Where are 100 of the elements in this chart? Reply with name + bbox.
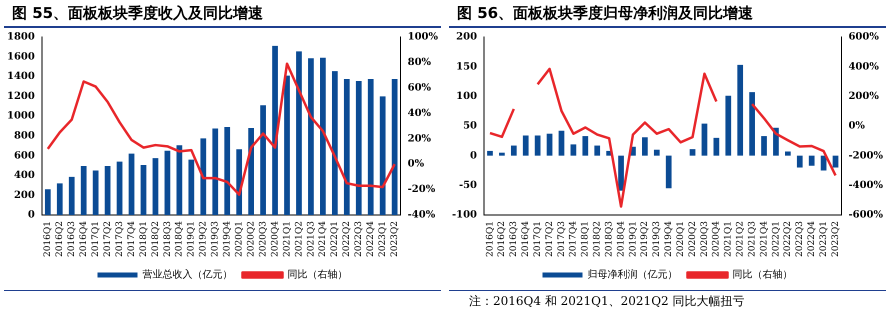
bar [594, 146, 600, 156]
x-tick-label: 2016Q4 [79, 220, 90, 258]
x-tick-label: 2018Q4 [174, 220, 185, 258]
bar [200, 138, 206, 215]
x-tick-label: 2020Q4 [712, 220, 722, 258]
x-tick-label: 2018Q3 [604, 220, 614, 258]
y2-tick-label: 400% [848, 61, 880, 72]
bar [749, 92, 755, 156]
x-tick-label: 2019Q2 [640, 220, 650, 258]
bar [272, 46, 278, 215]
bar [618, 156, 624, 191]
x-tick-label: 2018Q1 [138, 220, 149, 258]
y-tick-label: 200 [456, 32, 478, 43]
bar [499, 152, 505, 156]
bar [702, 124, 708, 156]
bar [558, 130, 564, 156]
y-tick-label: 0 [28, 210, 35, 221]
x-tick-label: 2023Q1 [818, 220, 829, 258]
y-tick-label: -50 [458, 180, 478, 191]
x-tick-label: 2019Q3 [210, 220, 221, 258]
y-tick-label: 150 [456, 61, 478, 72]
y2-tick-label: 200% [848, 90, 880, 102]
x-tick-label: 2022Q4 [807, 220, 818, 258]
legend-label: 归母净利润（亿元） [588, 268, 678, 281]
x-tick-label: 2018Q3 [162, 220, 173, 258]
x-tick-label: 2017Q3 [114, 220, 125, 258]
bar [784, 152, 791, 156]
bar [654, 150, 660, 156]
y2-tick-label: 40% [408, 108, 432, 119]
bar [380, 96, 386, 215]
bar [44, 189, 51, 215]
x-tick-label: 2017Q4 [126, 220, 137, 258]
bar [104, 166, 110, 215]
legend-label: 同比（右轴） [732, 268, 792, 281]
x-tick-label: 2021Q1 [282, 220, 292, 258]
y-tick-label: 100 [456, 90, 478, 102]
bar [510, 146, 517, 156]
bar [140, 165, 146, 215]
bar [368, 79, 374, 215]
y-tick-label: -100 [452, 210, 478, 221]
bar [796, 156, 803, 168]
x-tick-label: 2022Q4 [366, 220, 376, 258]
x-tick-label: 2022Q1 [771, 220, 782, 258]
x-tick-label: 2021Q3 [747, 220, 758, 258]
x-tick-label: 2023Q2 [390, 220, 400, 258]
x-tick-label: 2020Q3 [258, 220, 268, 258]
bar [128, 154, 134, 215]
y-tick-label: 1800 [6, 32, 35, 43]
bar [80, 166, 87, 215]
y-tick-label: 50 [463, 120, 478, 132]
y2-tick-label: -600% [848, 210, 884, 221]
bar [68, 176, 75, 215]
bar [546, 134, 552, 156]
legend-label: 同比（右轴） [288, 268, 348, 281]
bar [534, 135, 540, 156]
bar [690, 149, 696, 156]
x-tick-label: 2019Q3 [652, 220, 662, 258]
y-tick-label: 1400 [6, 71, 35, 82]
y-tick-label: 800 [14, 130, 35, 142]
x-tick-label: 2017Q4 [568, 220, 579, 258]
bar [522, 135, 529, 156]
bar [260, 105, 266, 215]
x-tick-label: 2018Q4 [616, 220, 626, 258]
y-tick-label: 400 [14, 170, 35, 182]
x-tick-label: 2019Q1 [628, 220, 638, 258]
bar [212, 128, 218, 215]
x-tick-label: 2021Q3 [306, 220, 316, 258]
x-tick-label: 2022Q1 [330, 220, 340, 258]
x-tick-label: 2022Q2 [342, 220, 352, 258]
y-tick-label: 1600 [6, 51, 35, 62]
bar [92, 170, 99, 215]
x-tick-label: 2017Q1 [90, 220, 101, 258]
x-tick-label: 2020Q2 [246, 220, 256, 258]
bar [642, 137, 648, 156]
y-tick-label: 600 [14, 150, 35, 162]
chart-title: 图 56、面板板块季度归母净利润及同比增速 [449, 0, 886, 28]
x-tick-label: 2020Q1 [234, 220, 245, 258]
y2-tick-label: 60% [408, 82, 432, 94]
x-tick-label: 2016Q1 [43, 220, 54, 258]
x-tick-label: 2019Q1 [186, 220, 197, 258]
bar [808, 156, 815, 166]
bar [392, 79, 398, 215]
bar [56, 183, 63, 215]
x-tick-label: 2019Q4 [222, 220, 233, 258]
y2-tick-label: -40% [408, 210, 436, 221]
bar [188, 160, 194, 215]
x-tick-label: 2016Q2 [497, 220, 508, 258]
y2-tick-label: 80% [408, 57, 432, 68]
y-tick-label: 1200 [6, 90, 35, 102]
y-tick-label: 0 [470, 150, 478, 162]
x-tick-label: 2022Q3 [795, 220, 806, 258]
x-tick-label: 2018Q2 [592, 220, 603, 258]
bar [320, 58, 326, 215]
y2-tick-label: 100% [408, 32, 438, 43]
bar [582, 136, 588, 156]
x-tick-label: 2018Q2 [150, 220, 161, 258]
x-tick-label: 2016Q1 [485, 220, 496, 258]
bar [666, 156, 672, 188]
bar [332, 71, 338, 215]
y2-tick-label: -20% [408, 184, 436, 196]
